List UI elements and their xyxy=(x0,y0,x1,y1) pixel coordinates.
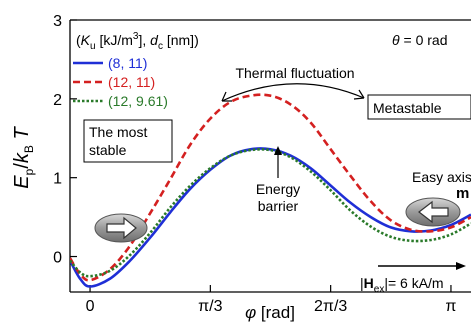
x-tick-label: 0 xyxy=(86,298,95,315)
legend-label-2: (12, 11) xyxy=(108,74,155,90)
barrier-arrow-icon xyxy=(274,146,282,155)
thermal-fluctuation-label: Thermal fluctuation xyxy=(235,65,354,81)
legend-label-3: (12, 9.61) xyxy=(108,93,168,109)
legend: (Ku [kJ/m3], dc [nm]) (8, 11) (12, 11) (12… xyxy=(73,31,199,109)
plot-frame xyxy=(69,19,471,293)
arrow-right-icon xyxy=(106,216,137,240)
y-tick-label: 1 xyxy=(53,171,62,188)
x-tick-label: 2π/3 xyxy=(314,298,347,315)
series-line-2 xyxy=(70,93,471,282)
legend-title: (Ku [kJ/m3], dc [nm]) xyxy=(76,31,199,52)
arrow-left-icon xyxy=(418,200,449,224)
series-line-1 xyxy=(70,147,471,288)
most-stable-label-2: stable xyxy=(89,142,127,158)
svg-text:Ep/kB T: Ep/kB T xyxy=(11,126,36,189)
metastable-label: Metastable xyxy=(373,100,442,116)
y-tick-label: 0 xyxy=(53,250,62,267)
y-tick-label: 2 xyxy=(53,92,62,109)
thermal-arrow-left-icon xyxy=(221,91,232,102)
energy-barrier-label-2: barrier xyxy=(258,198,299,214)
series-line-3 xyxy=(70,148,471,278)
magnet-ellipse-left xyxy=(94,213,148,243)
easy-axis-label: Easy axis xyxy=(412,169,471,185)
legend-label-1: (8, 11) xyxy=(108,55,147,71)
x-axis-label: φ [rad] xyxy=(245,303,295,322)
most-stable-label-1: The most xyxy=(89,124,147,140)
y-axis-label: Ep/kB T xyxy=(11,126,36,189)
thermal-arc xyxy=(221,83,365,102)
x-tick-label: π xyxy=(445,298,456,315)
theta-label: θ = 0 rad xyxy=(392,32,447,48)
series-group xyxy=(70,93,471,288)
y-axis-ticks: 0 1 2 3 xyxy=(53,13,77,267)
y-tick-label: 3 xyxy=(53,13,62,30)
magnet-ellipse-right xyxy=(405,197,461,227)
x-tick-label: π/3 xyxy=(198,298,222,315)
x-axis-ticks: 0 π/3 2π/3 π xyxy=(86,285,456,315)
energy-barrier-label-1: Energy xyxy=(256,181,300,197)
most-stable-box xyxy=(83,119,173,163)
thermal-arrow-right-icon xyxy=(353,89,365,100)
metastable-box xyxy=(367,94,471,120)
magnetization-label: m xyxy=(456,185,469,202)
field-arrow-icon xyxy=(456,262,466,270)
